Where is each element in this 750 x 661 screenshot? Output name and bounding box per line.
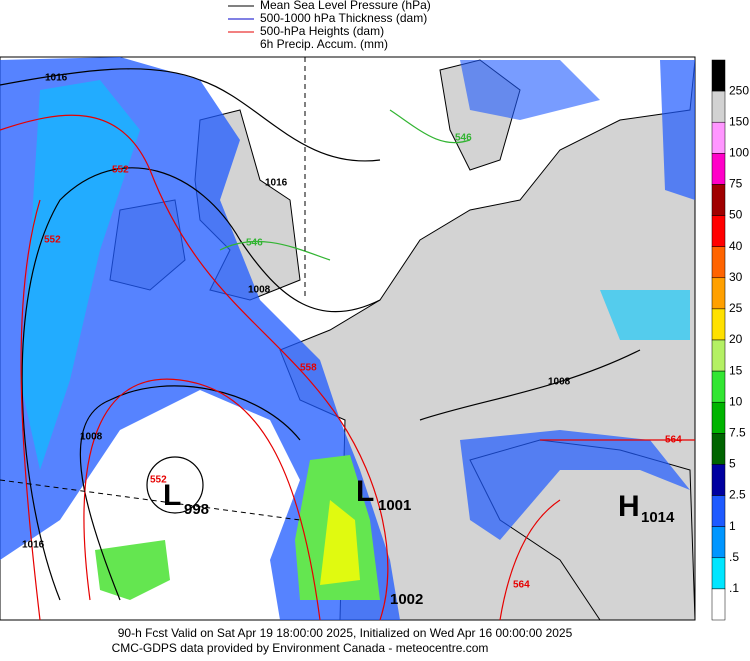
colorbar-box: [711, 153, 726, 185]
colorbar-box: [711, 59, 726, 92]
contour-label: 558: [300, 363, 317, 374]
contour-label: 1016: [265, 178, 288, 189]
contour-label: 546: [455, 133, 472, 144]
colorbar-label: 2.5: [729, 488, 746, 502]
colorbar-box: [711, 588, 726, 621]
colorbar-box: [711, 557, 726, 590]
colorbar: 250 150 100 75 50 40 30 25 20 15 10 7.5 5 2.5 1 .5 .1: [711, 59, 749, 621]
contour-label: 1008: [248, 285, 271, 296]
colorbar-label: 150: [729, 114, 749, 128]
isobar: [0, 68, 381, 162]
height-contour: [499, 499, 561, 621]
contour-label: 564: [665, 435, 682, 446]
colorbar-label: 1: [729, 519, 736, 533]
colorbar-box: [711, 464, 726, 496]
precip-italy: [460, 430, 690, 540]
colorbar-label: .5: [729, 550, 739, 564]
legend-label: 6h Precip. Accum. (mm): [260, 37, 388, 51]
colorbar-label: 250: [729, 83, 749, 97]
colorbar-label: 100: [729, 146, 749, 160]
center-symbol: L: [163, 479, 181, 512]
contour-label: 552: [44, 235, 61, 246]
colorbar-label: .1: [729, 581, 739, 595]
legend-label: 500-hPa Heights (dam): [260, 24, 384, 38]
contours: [0, 68, 695, 621]
thickness-contour: [219, 240, 331, 261]
colorbar-label: 7.5: [729, 426, 746, 440]
contour-label: 1016: [22, 540, 45, 551]
precip-east: [660, 60, 695, 200]
colorbar-label: 50: [729, 208, 743, 222]
center-value: 1014: [641, 509, 675, 526]
colorbar-label: 75: [729, 177, 743, 191]
center-value: 1002: [390, 591, 423, 608]
legend-label: 500-1000 hPa Thickness (dam): [260, 11, 427, 25]
parallel: [0, 479, 301, 521]
colorbar-box: [711, 184, 726, 216]
colorbar-box: [711, 433, 726, 465]
colorbar-box: [711, 90, 726, 123]
contour-label: 546: [246, 238, 263, 249]
precip-north: [460, 60, 600, 120]
center-symbol: H: [618, 490, 640, 523]
isobar: [79, 385, 301, 601]
legend: Mean Sea Level Pressure (hPa) 500-1000 h…: [228, 0, 431, 51]
colorbar-label: 25: [729, 301, 743, 315]
colorbar-label: 5: [729, 457, 736, 471]
height-contour: [83, 378, 321, 621]
contour-label: 552: [150, 475, 167, 486]
precip-heaviest: [320, 500, 360, 585]
height-contour: [0, 114, 389, 621]
colorbar-box: [711, 277, 726, 310]
colorbar-box: [711, 308, 726, 341]
thickness-contour: [389, 109, 471, 144]
map: 1016 1016 1016 1008 1008 1008 552 552 55…: [0, 56, 696, 621]
contour-label: 1008: [548, 377, 571, 388]
colorbar-box: [711, 370, 726, 403]
contour-label: 564: [513, 580, 530, 591]
colorbar-label: 30: [729, 270, 743, 284]
colorbar-label: 20: [729, 332, 743, 346]
isobar: [419, 349, 641, 421]
precip-light: [20, 80, 140, 470]
colorbar-box: [711, 246, 726, 279]
colorbar-box: [711, 401, 726, 434]
height-contour: [20, 199, 41, 621]
contour-label: 1016: [45, 73, 68, 84]
colorbar-box: [711, 526, 726, 559]
center-value: 998: [184, 501, 209, 518]
colorbar-box: [711, 339, 726, 372]
center-symbol: L: [356, 475, 374, 508]
legend-label: Mean Sea Level Pressure (hPa): [260, 0, 431, 12]
center-value: 1001: [378, 497, 411, 514]
colorbar-box: [711, 215, 726, 247]
colorbar-box: [711, 495, 726, 527]
footer-line: 90-h Fcst Valid on Sat Apr 19 18:00:00 2…: [118, 626, 573, 640]
colorbar-label: 10: [729, 394, 743, 408]
isobar: [21, 167, 381, 601]
footer-line: CMC-GDPS data provided by Environment Ca…: [112, 641, 489, 655]
colorbar-label: 40: [729, 239, 743, 253]
colorbar-label: 15: [729, 363, 743, 377]
contour-label: 552: [112, 165, 129, 176]
isobar: [146, 456, 204, 514]
precip-east-2: [600, 290, 690, 340]
contour-label: 1008: [80, 432, 103, 443]
colorbar-box: [711, 121, 726, 154]
